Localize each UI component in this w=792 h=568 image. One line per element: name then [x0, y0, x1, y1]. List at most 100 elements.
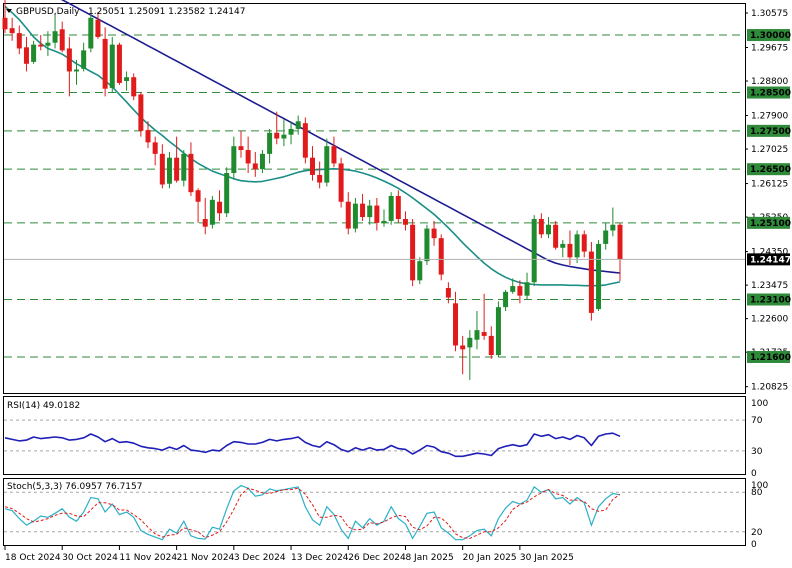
candle-body	[424, 228, 430, 262]
level-tag	[747, 29, 790, 42]
time-tick-label: 3 Dec 2024	[234, 553, 286, 563]
candle-body	[581, 234, 587, 252]
candle-body	[152, 142, 158, 154]
rsi-tick-label: 0	[751, 469, 757, 479]
price-tick-label: 1.29675	[751, 43, 788, 53]
candle-body	[374, 205, 380, 223]
candle-body	[224, 173, 230, 214]
current-price-tag	[747, 253, 790, 266]
candle-body	[188, 153, 194, 193]
candle-body	[517, 286, 523, 296]
price-axis: 1.30575 1.29675 1.28800 1.27900 1.27025 1.261…	[745, 9, 791, 393]
candle-body	[488, 335, 494, 356]
candle-body	[9, 28, 15, 34]
candle-body	[388, 196, 394, 221]
candle-body	[431, 228, 437, 239]
candle-body	[217, 201, 223, 214]
price-tick-label: 1.27900	[751, 112, 788, 122]
candle-body	[116, 44, 122, 83]
stoch-main-line	[4, 484, 621, 541]
candle-body	[410, 224, 416, 281]
candle-body	[395, 196, 401, 220]
candle-body	[124, 77, 130, 82]
level-tag-label: 1.27500	[750, 127, 791, 137]
candle-body	[131, 77, 137, 97]
symbol-label: GBPUSD,Daily	[16, 7, 80, 17]
candle-body	[2, 17, 8, 30]
candle-body	[252, 163, 258, 170]
candle-body	[59, 29, 65, 51]
level-tag-label: 1.25100	[750, 219, 791, 229]
stoch-label: Stoch(5,3,3) 76.0957 76.7157	[7, 482, 142, 492]
price-panel	[3, 3, 746, 394]
time-tick-label: 13 Dec 2024	[291, 553, 349, 563]
candle-body	[596, 243, 602, 310]
stoch-tick-label: 100	[751, 481, 768, 491]
level-tag	[747, 163, 790, 176]
candle-body	[295, 121, 301, 129]
dropdown-arrow-icon[interactable]	[6, 9, 12, 13]
level-tag	[747, 86, 790, 99]
candle-body	[95, 19, 101, 37]
current-price-marker: 1.24147	[4, 253, 791, 266]
time-tick-label: 20 Jan 2025	[463, 553, 517, 563]
ohlc-values: 1.25051 1.25091 1.23582 1.24147	[88, 7, 245, 17]
candle-body	[166, 157, 172, 184]
candle-body	[345, 201, 351, 229]
candle-body	[74, 69, 80, 72]
level-tag-label: 1.21600	[750, 353, 791, 363]
stoch-tick-label: 0	[751, 540, 757, 550]
candle-body	[360, 203, 366, 218]
level-tag-label: 1.28500	[750, 89, 791, 99]
candle-body	[16, 33, 22, 49]
candle-body	[195, 190, 201, 202]
rsi-indicator: 100 70 30 0	[4, 399, 768, 479]
candle-body	[560, 243, 566, 248]
candlesticks	[2, 0, 623, 380]
candle-body	[610, 224, 616, 231]
candle-body	[617, 224, 623, 260]
price-tick-label: 1.22600	[751, 315, 788, 325]
candle-body	[238, 146, 244, 151]
candle-body	[588, 251, 594, 313]
candle-body	[445, 287, 451, 298]
candle-body	[567, 243, 573, 258]
price-tick-label: 1.28800	[751, 77, 788, 87]
price-tick-label: 1.26125	[751, 180, 788, 190]
candle-body	[202, 219, 208, 227]
candle-body	[574, 234, 580, 258]
time-tick-label: 30 Jan 2025	[520, 553, 574, 563]
candle-body	[331, 146, 337, 164]
rsi-tick-label: 70	[751, 416, 763, 426]
candle-body	[174, 157, 180, 181]
candle-body	[531, 219, 537, 283]
price-tick-label: 1.23475	[751, 281, 788, 291]
candle-body	[138, 94, 144, 131]
candle-body	[503, 291, 509, 308]
level-tag	[747, 124, 790, 137]
rsi-tick-label: 100	[751, 399, 768, 409]
candle-body	[109, 44, 115, 88]
candle-body	[367, 205, 373, 218]
candle-body	[31, 44, 37, 62]
candle-body	[553, 224, 559, 248]
candle-body	[52, 31, 58, 43]
candle-body	[281, 134, 287, 139]
price-tick-label: 1.27025	[751, 145, 788, 155]
stoch-signal-line	[4, 487, 621, 539]
candle-body	[352, 203, 358, 229]
price-tick-label: 1.30575	[751, 9, 788, 19]
candle-body	[317, 174, 323, 183]
candle-body	[274, 132, 280, 139]
candle-body	[81, 50, 87, 69]
candle-body	[159, 153, 165, 185]
time-tick-label: 26 Dec 2024	[348, 553, 406, 563]
price-tick-label: 1.24350	[751, 248, 788, 258]
candle-body	[181, 153, 187, 181]
rsi-tick-label: 30	[751, 447, 763, 457]
candle-body	[474, 330, 480, 340]
candle-body	[324, 146, 330, 183]
candle-body	[288, 128, 294, 135]
candle-body	[231, 146, 237, 174]
level-tag-label: 1.26500	[750, 165, 791, 175]
